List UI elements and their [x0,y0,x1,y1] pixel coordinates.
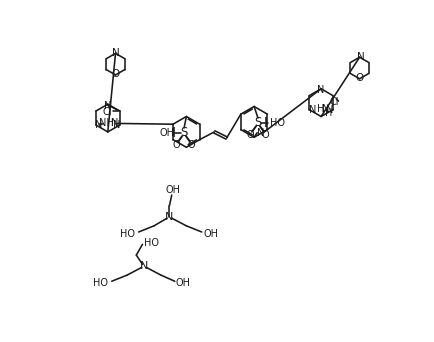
Text: N: N [256,128,263,138]
Text: S: S [180,126,187,139]
Text: H: H [316,104,324,114]
Text: N: N [321,104,329,114]
Text: O: O [187,140,195,150]
Text: N: N [165,212,173,222]
Text: Cl: Cl [102,107,112,117]
Text: O: O [246,130,253,140]
Text: OH: OH [203,228,218,238]
Text: O: O [355,73,363,83]
Text: N: N [95,120,102,130]
Text: OH: OH [159,128,174,138]
Text: HO: HO [120,228,135,238]
Text: O: O [172,140,180,150]
Text: N: N [308,105,315,115]
Text: S: S [254,116,261,129]
Text: O: O [261,130,269,140]
Text: N: N [356,52,363,62]
Text: NH: NH [99,118,114,129]
Text: HO: HO [93,278,108,288]
Text: N: N [139,261,148,271]
Text: N: N [317,85,324,95]
Text: N: N [326,105,333,115]
Text: O: O [111,69,119,79]
Text: HO: HO [144,238,159,248]
Text: N: N [104,101,111,111]
Text: Cl: Cl [329,97,339,107]
Text: N: N [113,120,120,130]
Text: N: N [112,48,120,58]
Text: H: H [324,108,332,118]
Text: OH: OH [165,185,181,195]
Text: N: N [110,118,118,129]
Text: HO: HO [269,118,284,128]
Text: OH: OH [174,278,190,288]
